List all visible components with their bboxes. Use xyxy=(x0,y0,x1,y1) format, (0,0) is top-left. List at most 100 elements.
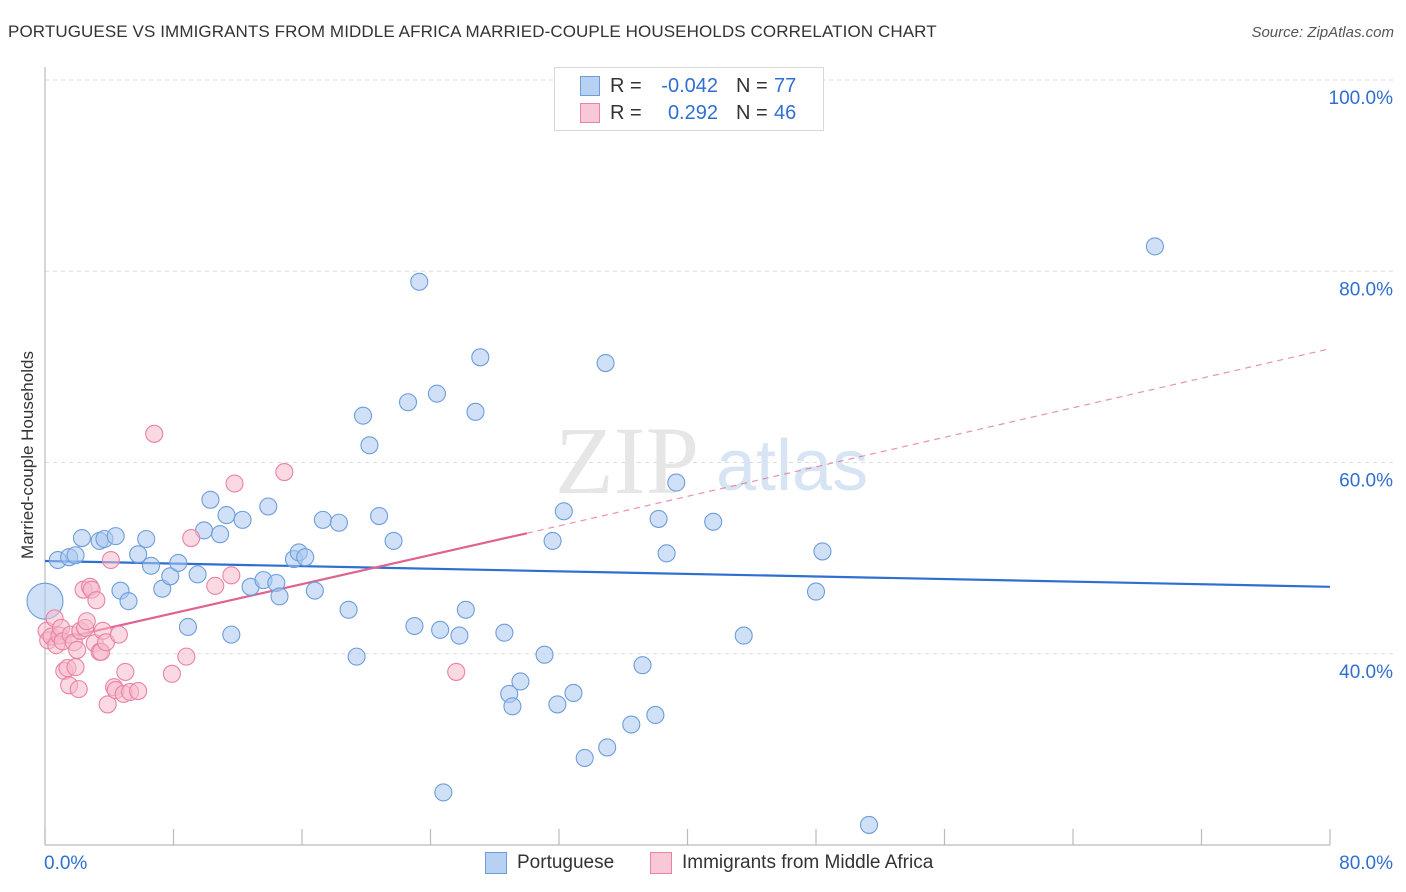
data-point-portuguese xyxy=(431,620,450,639)
y-tick-label: 100.0% xyxy=(1329,88,1394,109)
legend-r-label: R = xyxy=(610,74,642,97)
data-point-portuguese xyxy=(564,683,583,703)
x-tick-label: 80.0% xyxy=(1339,853,1393,874)
legend-swatch-blue xyxy=(485,852,507,874)
data-point-portuguese xyxy=(222,625,241,644)
data-point-middle-africa xyxy=(206,576,225,595)
data-point-portuguese xyxy=(598,738,617,757)
data-point-middle-africa xyxy=(69,680,88,699)
data-point-middle-africa xyxy=(109,625,128,644)
data-point-portuguese xyxy=(548,695,567,714)
portuguese-points xyxy=(26,237,1164,834)
y-tick-label: 60.0% xyxy=(1339,471,1393,492)
watermark-zip: ZIP xyxy=(555,407,699,514)
data-point-portuguese xyxy=(646,705,665,725)
y-tick-label: 40.0% xyxy=(1339,662,1393,683)
legend-row-middle-africa: R = 0.292 N = 46 xyxy=(580,100,796,126)
legend-n-value: 77 xyxy=(774,74,797,97)
legend-label-middle-africa: Immigrants from Middle Africa xyxy=(682,852,934,873)
data-point-portuguese xyxy=(119,592,138,611)
data-point-portuguese xyxy=(106,527,125,546)
data-point-portuguese xyxy=(66,546,85,565)
data-point-portuguese xyxy=(622,715,641,734)
data-point-portuguese xyxy=(188,565,207,584)
data-point-portuguese xyxy=(734,626,753,645)
data-point-portuguese xyxy=(233,510,252,529)
data-point-portuguese xyxy=(427,384,446,403)
data-point-portuguese xyxy=(813,542,832,561)
legend-n-label: N = xyxy=(736,101,768,124)
legend-label-portuguese: Portuguese xyxy=(517,852,615,873)
data-point-portuguese xyxy=(178,617,198,637)
data-point-portuguese xyxy=(72,528,91,548)
data-point-portuguese xyxy=(217,506,236,525)
data-point-portuguese xyxy=(211,525,230,544)
data-point-portuguese xyxy=(495,623,514,642)
legend-n-label: N = xyxy=(736,74,768,97)
gridlines xyxy=(45,79,1393,655)
data-point-portuguese xyxy=(370,506,389,526)
middle-africa-points xyxy=(37,424,466,714)
data-point-portuguese xyxy=(296,548,315,567)
chart-title: PORTUGUESE VS IMMIGRANTS FROM MIDDLE AFR… xyxy=(8,22,937,41)
data-point-portuguese xyxy=(596,353,615,373)
legend-item-middle-africa[interactable]: Immigrants from Middle Africa xyxy=(650,852,933,874)
legend-item-portuguese[interactable]: Portuguese xyxy=(485,852,614,874)
data-point-portuguese xyxy=(503,697,522,716)
legend-row-portuguese: R = -0.042 N = 77 xyxy=(580,73,796,99)
series-legend: Portuguese Immigrants from Middle Africa xyxy=(0,852,1406,878)
legend-r-value: 0.292 xyxy=(667,101,718,124)
data-point-middle-africa xyxy=(182,528,201,548)
data-point-middle-africa xyxy=(145,424,164,443)
data-point-portuguese xyxy=(384,531,403,550)
watermark: ZIP atlas xyxy=(555,407,868,514)
data-point-portuguese xyxy=(649,509,668,528)
x-tick-label: 0.0% xyxy=(44,853,87,874)
data-point-middle-africa xyxy=(116,662,135,681)
data-point-middle-africa xyxy=(66,658,85,677)
data-point-portuguese xyxy=(535,645,554,664)
data-point-portuguese xyxy=(450,626,469,645)
source-label: Source: ZipAtlas.com xyxy=(1251,24,1394,41)
data-point-portuguese xyxy=(353,406,373,425)
data-point-portuguese xyxy=(270,587,289,606)
axis-ticks: 40.0% 60.0% 80.0% 100.0% 0.0% 80.0% xyxy=(44,88,1393,874)
data-point-portuguese xyxy=(305,581,324,600)
data-point-portuguese xyxy=(141,556,161,575)
data-point-middle-africa xyxy=(447,662,466,681)
trend-line-middle-africa xyxy=(44,532,528,644)
data-point-portuguese xyxy=(575,748,594,768)
legend-r-value: -0.042 xyxy=(661,74,718,97)
data-point-portuguese xyxy=(806,582,826,601)
data-point-portuguese xyxy=(554,502,573,521)
trend-lines xyxy=(44,348,1331,644)
data-point-middle-africa xyxy=(101,550,120,570)
data-point-portuguese xyxy=(657,544,676,563)
data-point-middle-africa xyxy=(129,681,148,701)
legend-r-label: R = xyxy=(610,101,642,124)
data-point-portuguese xyxy=(859,815,879,834)
data-point-portuguese xyxy=(410,272,429,291)
y-tick-label: 80.0% xyxy=(1339,279,1393,300)
data-point-portuguese xyxy=(329,513,348,532)
data-point-middle-africa xyxy=(177,647,196,666)
data-point-middle-africa xyxy=(162,664,181,683)
axes xyxy=(44,67,1331,846)
data-point-portuguese xyxy=(347,647,366,666)
data-point-portuguese xyxy=(339,600,358,619)
data-point-portuguese xyxy=(456,600,475,619)
data-point-middle-africa xyxy=(225,474,244,493)
stats-legend: R = -0.042 N = 77 R = 0.292 N = 46 xyxy=(554,67,824,131)
watermark-atlas: atlas xyxy=(716,426,868,506)
data-point-middle-africa xyxy=(98,695,117,714)
data-point-portuguese xyxy=(633,656,652,675)
data-point-portuguese xyxy=(201,490,220,509)
data-point-portuguese xyxy=(360,436,379,455)
data-point-middle-africa xyxy=(77,612,96,631)
legend-n-value: 46 xyxy=(774,101,797,124)
legend-swatch-pink xyxy=(580,103,600,123)
data-point-portuguese xyxy=(169,553,188,572)
data-point-portuguese xyxy=(405,616,424,636)
data-point-portuguese xyxy=(543,531,562,550)
